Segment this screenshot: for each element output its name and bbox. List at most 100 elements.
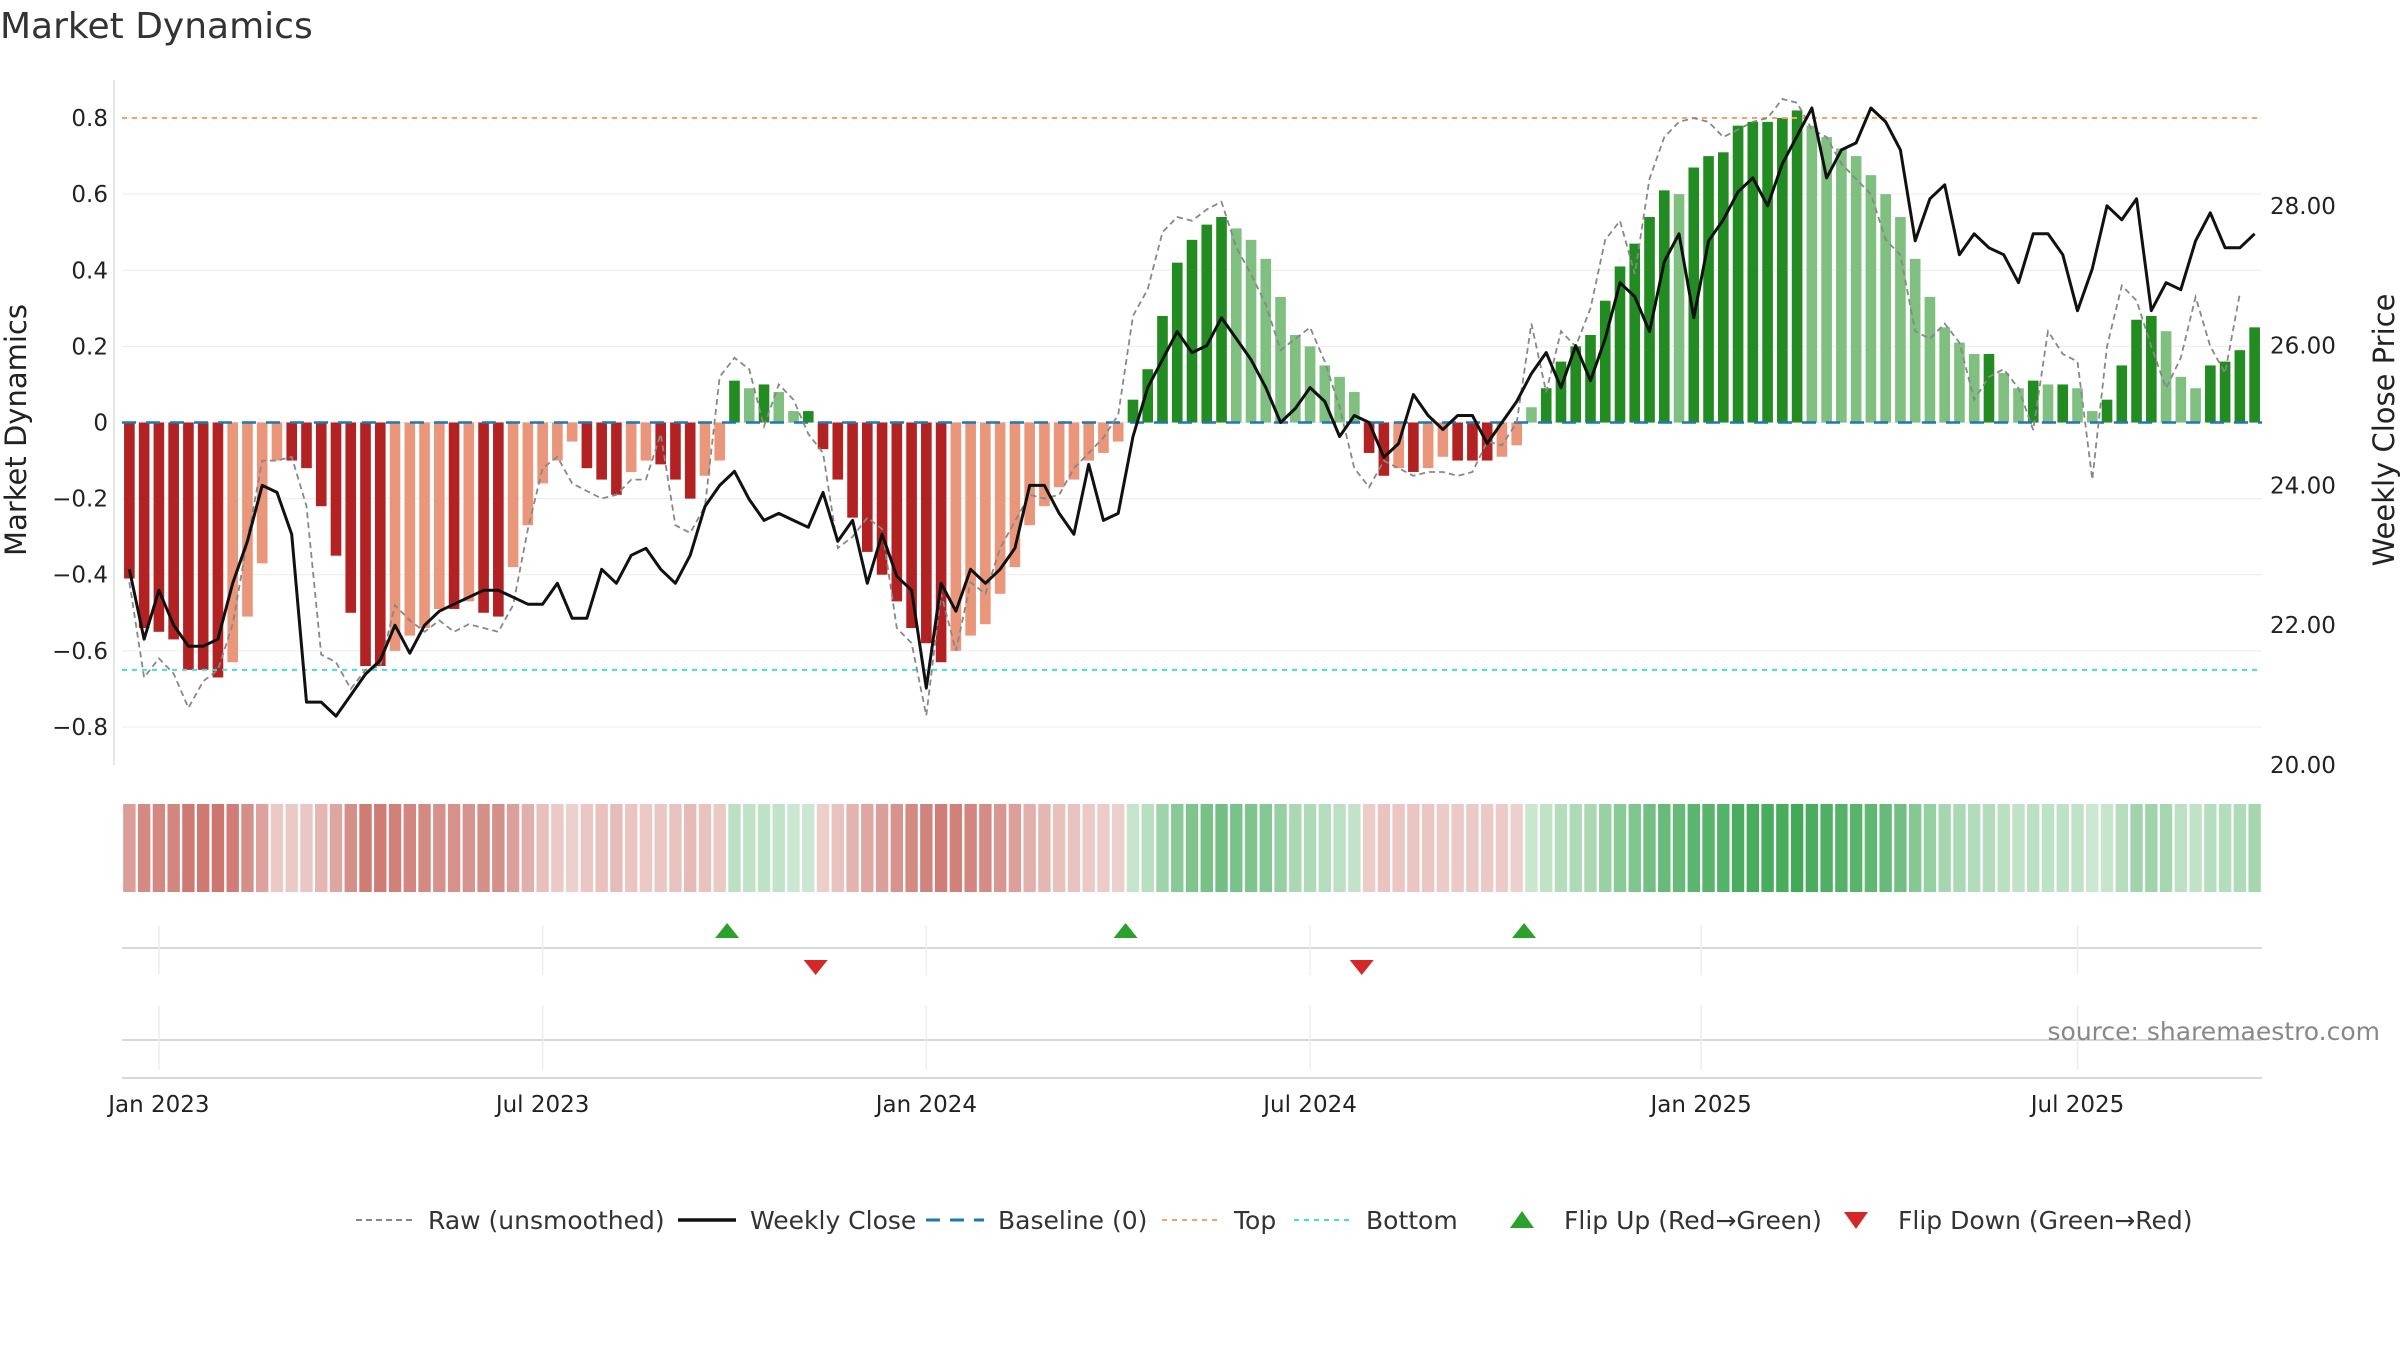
md-bar [891,422,903,602]
heat-cell [757,804,771,892]
md-bar [2072,388,2083,423]
legend-label: Bottom [1366,1206,1458,1235]
heat-cell [2248,804,2261,892]
date-axis: Jan 2023 Jul 2023 Jan 2024 Jul 2024 Jan 2025… [106,925,2262,1118]
heat-cell [1835,804,1848,892]
heat-cell [2145,804,2158,892]
md-bar [1791,110,1803,423]
legend-label: Flip Up (Red→Green) [1564,1206,1822,1235]
md-bar [463,422,475,602]
heat-cell [565,804,579,892]
md-bar [448,422,460,609]
md-bar [2160,331,2172,423]
heat-cell [1672,804,1686,892]
heat-cell [1761,804,1774,892]
heat-cell [1820,804,1833,892]
flip-down-marker [1349,960,1374,975]
heat-cell [639,804,653,892]
md-bar [1777,118,1788,423]
heat-cell [1141,804,1154,892]
md-bar [876,422,888,575]
heat-cell [477,804,490,892]
md-bar [374,422,386,667]
heat-cell [2086,804,2099,892]
right-tick-label: 26.00 [2270,334,2336,360]
heat-cell [1052,804,1066,892]
heat-cell [2233,804,2247,892]
heat-cell [211,804,225,892]
heat-cell [1407,804,1420,892]
heat-cell [1628,804,1641,892]
heat-cell [1171,804,1184,892]
md-bar [1496,422,1508,457]
md-bar [758,384,770,423]
heat-cell [403,804,416,892]
heat-cell [964,804,977,892]
md-bar [360,422,371,667]
md-bar [1880,194,1891,423]
md-bar [2042,384,2054,423]
heat-cell [2189,804,2202,892]
md-bar [1954,342,1965,423]
heat-cell [167,804,180,892]
heat-cell [226,804,239,892]
heat-cell [182,804,195,892]
heat-cell [1451,804,1464,892]
heat-cell [447,804,461,892]
heat-cell [861,804,874,892]
md-bar [478,422,489,613]
md-bar [611,422,622,495]
heat-cell [388,804,402,892]
md-bar [1644,217,1655,423]
heat-cell [831,804,844,892]
md-bar [1452,422,1463,461]
heat-cell [1318,804,1332,892]
md-bar [1732,125,1744,423]
date-tick-label: Jul 2024 [1261,1092,1357,1118]
md-bar [1629,243,1641,423]
md-bar [2249,327,2260,423]
md-bar [1673,194,1685,423]
heat-cell [1982,804,1996,892]
main-panel: 0.8 0.6 0.4 0.2 0 −0.2 −0.4 −0.6 −0.8 28.00 26.00… [52,80,2336,779]
md-bar [315,422,327,507]
md-bar [1526,407,1537,423]
heat-cell [285,804,298,892]
md-bar [1983,354,1995,423]
left-tick-label: 0.8 [71,106,108,132]
heat-cell [743,804,756,892]
md-bar [1127,399,1139,423]
heat-cell [506,804,520,892]
md-bar [743,388,755,423]
heat-cell [1613,804,1627,892]
legend-label: Raw (unsmoothed) [428,1206,665,1235]
heat-cell [241,804,254,892]
heat-cell [374,804,387,892]
heat-cell [1215,804,1228,892]
flip-up-marker [715,923,740,938]
heat-cell [196,804,210,892]
md-bar [861,422,873,552]
md-bar [2101,399,2113,423]
md-bar [256,422,268,564]
heat-cell [1259,804,1272,892]
right-tick-label: 24.00 [2270,473,2336,499]
heat-cell [462,804,476,892]
left-axis-label: Market Dynamics [0,304,33,556]
md-bar [935,422,947,663]
md-bar [802,411,814,423]
md-bar [1009,422,1021,568]
heat-cell [1436,804,1450,892]
md-bar [1703,156,1714,423]
md-bar [2205,365,2216,423]
heat-cell [1702,804,1715,892]
heat-cell [1717,804,1730,892]
md-bar [1924,296,1936,423]
heat-cell [1510,804,1523,892]
heat-cell [1731,804,1745,892]
heat-cell [1923,804,1937,892]
md-bar [1821,137,1832,423]
heat-cell [624,804,638,892]
md-bar [1230,228,1242,423]
heat-cell [1274,804,1287,892]
